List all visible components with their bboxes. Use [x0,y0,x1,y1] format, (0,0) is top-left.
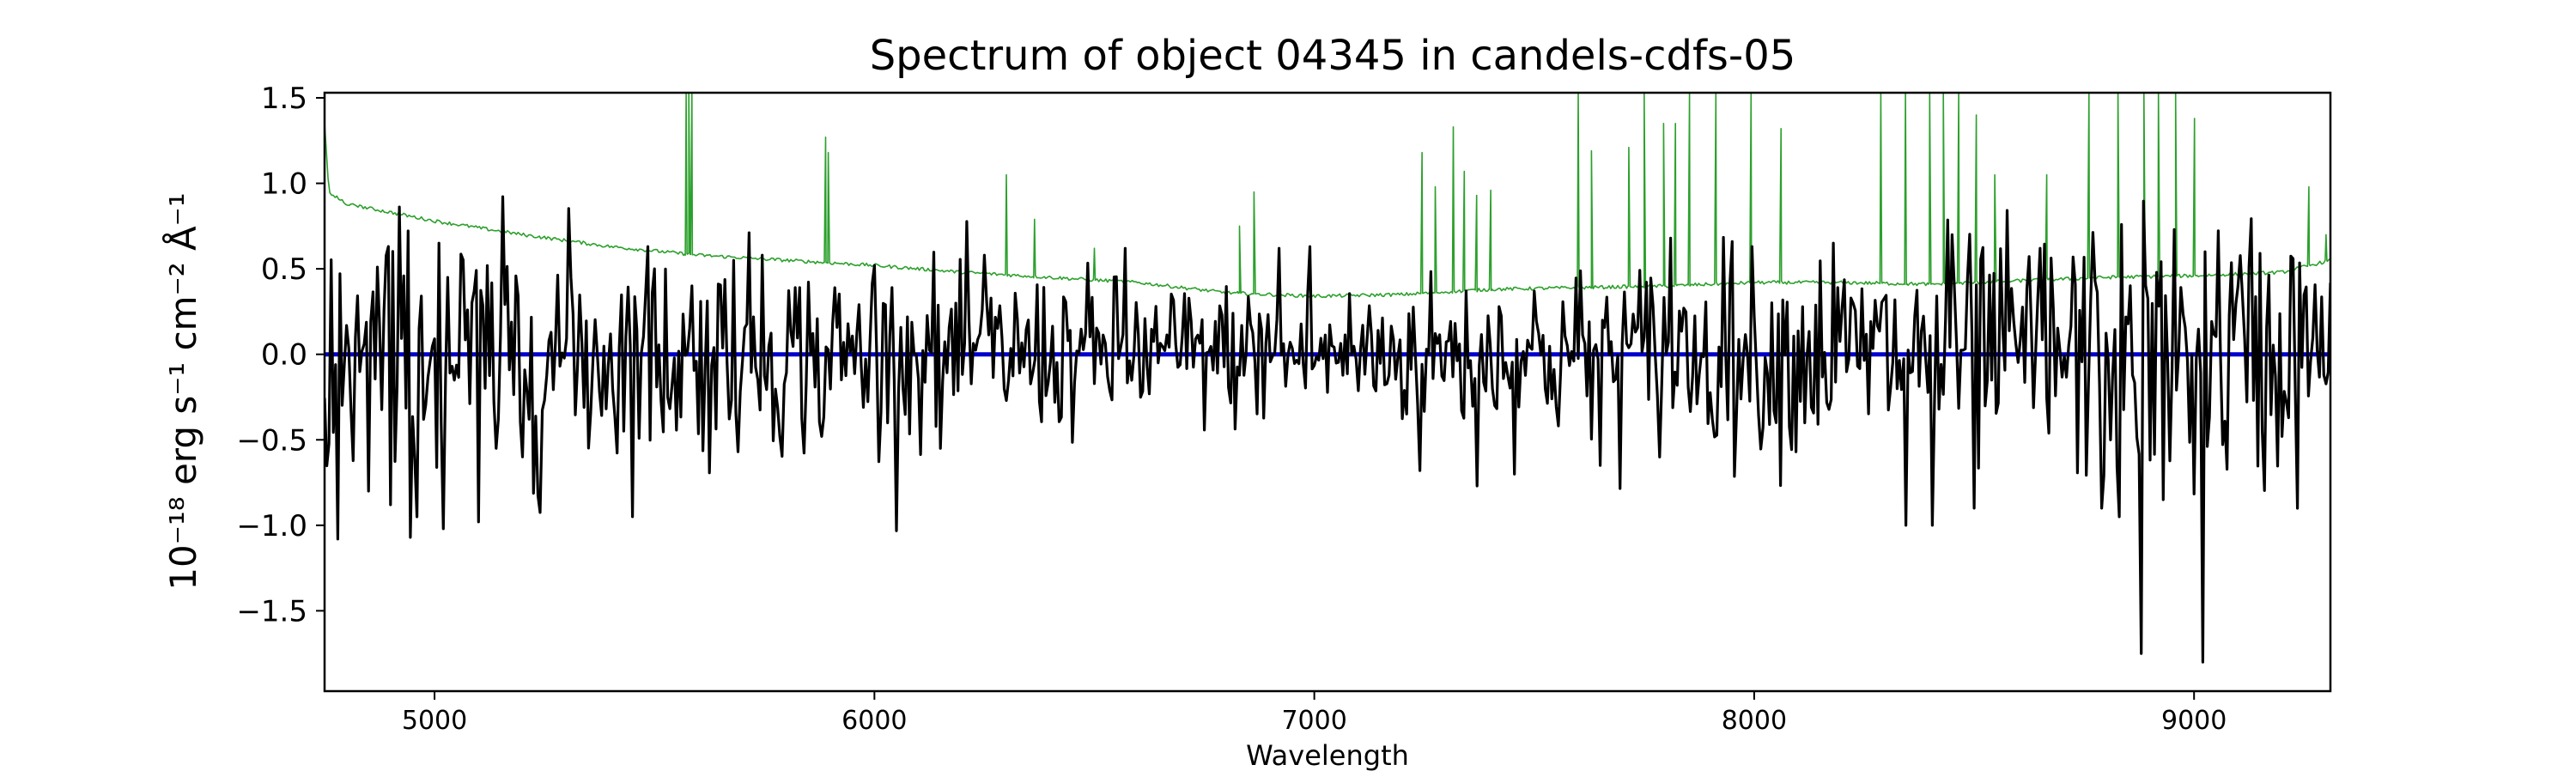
x-tick-label: 6000 [841,706,907,736]
plot-frame [323,91,2332,693]
y-tick-label: 1.0 [261,167,307,202]
x-tick-label: 8000 [1722,706,1787,736]
x-axis-label: Wavelength [1246,739,1409,772]
x-tick-label: 7000 [1281,706,1346,736]
x-tick-label: 9000 [2161,706,2227,736]
y-tick-label: 0.5 [261,252,307,287]
y-tick-label: −0.5 [236,423,307,458]
y-tick-label: 1.5 [261,82,307,116]
x-tick-label: 5000 [402,706,467,736]
y-axis-label: 10⁻¹⁸ erg s⁻¹ cm⁻² Å⁻¹ [161,192,204,590]
flux-spectrum-line [325,195,2330,664]
y-tick-label: 0.0 [261,338,307,373]
y-tick-label: −1.0 [236,509,307,543]
y-tick-label: −1.5 [236,594,307,628]
chart-title: Spectrum of object 04345 in candels-cdfs… [870,32,1796,80]
